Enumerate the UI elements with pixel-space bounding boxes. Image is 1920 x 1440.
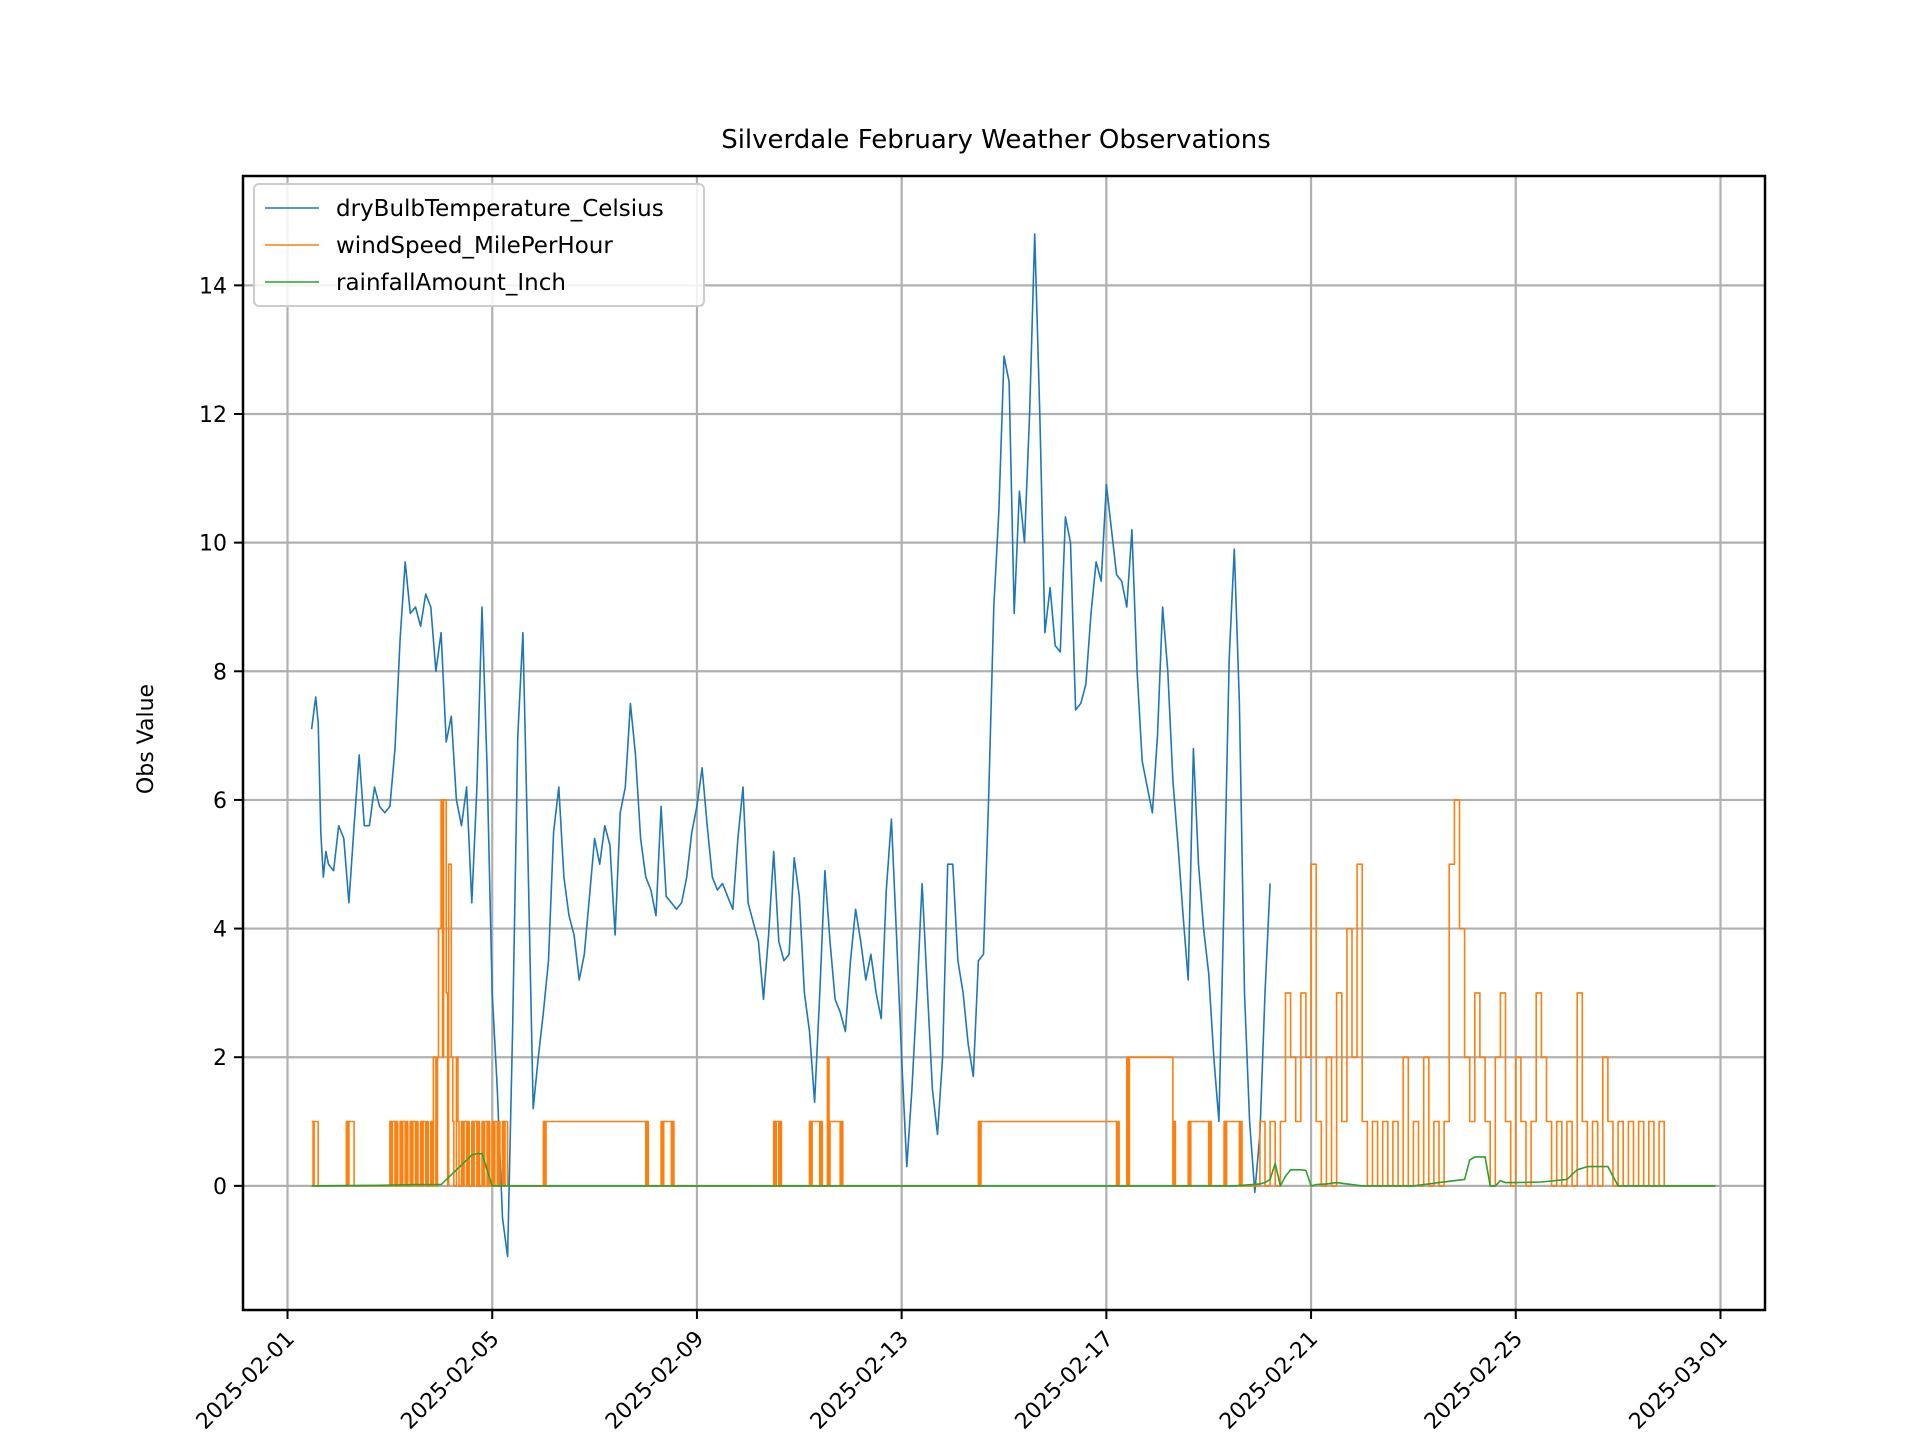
y-tick-label: 8 [213, 660, 227, 685]
y-tick-label: 2 [213, 1046, 227, 1071]
temperature-series-line [310, 233, 1271, 1258]
y-tick-label: 10 [199, 532, 227, 557]
x-tick-label: 2025-02-17 [1011, 1327, 1119, 1435]
plot-frame [241, 174, 1767, 1312]
y-tick-label: 12 [199, 403, 227, 428]
x-tick-label: 2025-02-25 [1420, 1327, 1528, 1435]
y-axis-title: Obs Value [134, 684, 159, 794]
chart-title: Silverdale February Weather Observations [721, 125, 1271, 155]
y-tick-label: 4 [213, 918, 227, 943]
windspeed-series-line [311, 799, 1716, 1187]
y-tick-label: 0 [213, 1175, 227, 1200]
legend-label-rainfall: rainfallAmount_Inch [336, 270, 566, 296]
legend-label-temperature: dryBulbTemperature_Celsius [336, 196, 664, 222]
x-tick-label: 2025-02-01 [192, 1327, 300, 1435]
legend-box [253, 183, 705, 307]
x-tick-label: 2025-03-01 [1625, 1327, 1733, 1435]
y-tick-label: 6 [213, 789, 227, 814]
series-layer [310, 233, 1716, 1258]
y-tick-label: 14 [199, 274, 227, 299]
x-tick-label: 2025-02-09 [601, 1327, 709, 1435]
grid-layer [243, 176, 1765, 1310]
x-tick-label: 2025-02-21 [1215, 1327, 1323, 1435]
tick-layer: 2025-02-01 2025-02-05 2025-02-09 2025-02-13… [192, 274, 1733, 1434]
x-tick-label: 2025-02-13 [806, 1327, 914, 1435]
x-tick-label: 2025-02-05 [396, 1327, 504, 1435]
legend: dryBulbTemperature_Celsius windSpeed_Mil… [253, 183, 705, 307]
rainfall-series-line [311, 1152, 1716, 1187]
legend-label-windspeed: windSpeed_MilePerHour [336, 233, 613, 259]
